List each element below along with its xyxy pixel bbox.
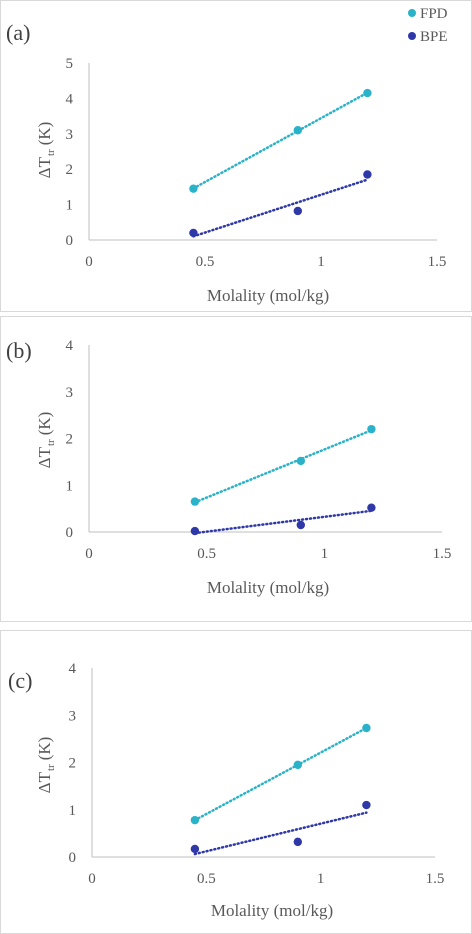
- panel-c-frame: [0, 630, 472, 934]
- panel-b-label: (b): [6, 338, 32, 363]
- panel-c-x-tick-label: 0.5: [197, 871, 216, 887]
- panel-a-point-bpe: [189, 228, 198, 238]
- panel-b-point-bpe: [296, 520, 305, 530]
- legend-label-fpd: FPD: [420, 6, 448, 22]
- panel-a: (a) Molality (mol/kg) ΔTtr(K) 0 1 2 3 4 5 0 0.5…: [6, 20, 446, 305]
- panel-b-x-tick-label: 1: [321, 546, 329, 562]
- panel-b-point-bpe: [367, 503, 376, 512]
- panel-c: (c) Molality (mol/kg) ΔTtr(K) 0 1 2 3 4 0 0.5 1…: [8, 661, 444, 920]
- panel-c-label: (c): [8, 668, 32, 693]
- panel-a-y-tick-label: 0: [66, 233, 74, 249]
- panel-b-x-tick-label: 0.5: [197, 546, 216, 562]
- panel-c-y-tick-label: 2: [69, 756, 77, 772]
- panel-a-x-tick-label: 1.5: [428, 254, 447, 270]
- panel-a-point-bpe: [363, 170, 372, 179]
- panel-b-y-tick-label: 4: [66, 338, 74, 354]
- panel-c-point-bpe: [362, 800, 371, 810]
- panel-c-point-bpe: [293, 837, 302, 847]
- panel-b-plot-area: 0 1 2 3 4 0 0.5 1 1.5: [66, 338, 452, 562]
- panel-b-trendline-fpd: [193, 429, 373, 504]
- panel-a-y-tick-label: 2: [66, 162, 74, 178]
- panel-c-y-tick-label: 4: [69, 661, 77, 677]
- panel-b-trendline-bpe: [193, 509, 373, 535]
- panel-a-y-tick-label: 3: [66, 127, 74, 143]
- panel-a-y-tick-label: 4: [66, 91, 74, 107]
- panel-c-point-fpd: [190, 815, 200, 825]
- legend-marker-bpe: [408, 32, 416, 40]
- panel-c-ylabel: ΔTtr(K): [35, 737, 57, 794]
- panel-a-y-tick-label: 1: [66, 198, 74, 214]
- panel-b: (b) Molality (mol/kg) ΔTtr(K) 0 1 2 3 4 0 0.5 1…: [6, 338, 451, 597]
- panel-c-x-tick-label: 0: [88, 871, 96, 887]
- legend-marker-fpd: [408, 9, 416, 17]
- panel-a-x-tick-label: 1: [317, 254, 325, 270]
- panel-a-point-fpd: [189, 184, 198, 193]
- panel-a-trendline-bpe: [192, 178, 369, 238]
- panel-a-ylabel: ΔTtr(K): [35, 122, 57, 179]
- panel-a-x-tick-label: 0.5: [196, 254, 215, 270]
- panel-a-x-tick-label: 0: [85, 254, 93, 270]
- panel-a-label: (a): [6, 20, 30, 45]
- panel-a-frame: [0, 0, 472, 312]
- panel-c-point-fpd: [293, 760, 302, 770]
- panel-c-y-tick-label: 0: [69, 850, 77, 866]
- panel-b-point-fpd: [367, 424, 376, 434]
- panel-b-x-tick-label: 1.5: [433, 546, 452, 562]
- panel-a-point-bpe: [293, 206, 302, 216]
- panel-a-point-fpd: [363, 88, 372, 98]
- panel-c-y-tick-label: 1: [69, 803, 77, 819]
- panel-b-point-bpe: [190, 526, 200, 536]
- panel-c-plot-area: 0 1 2 3 4 0 0.5 1 1.5: [69, 661, 445, 887]
- panel-a-point-fpd: [293, 126, 302, 135]
- panel-b-y-tick-label: 0: [66, 525, 74, 541]
- panel-c-trendline-bpe: [193, 811, 368, 856]
- panel-c-trendline-fpd: [193, 726, 368, 822]
- panel-c-x-tick-label: 1.5: [426, 871, 445, 887]
- panel-b-xlabel: Molality (mol/kg): [207, 578, 329, 597]
- panel-c-point-bpe: [190, 844, 200, 854]
- panel-a-trendline-fpd: [192, 91, 369, 190]
- panel-a-xlabel: Molality (mol/kg): [207, 286, 329, 305]
- panel-b-point-fpd: [296, 456, 305, 466]
- panel-c-point-fpd: [362, 723, 371, 733]
- panel-c-y-tick-label: 3: [69, 708, 77, 724]
- panel-b-ylabel: ΔTtr(K): [35, 412, 57, 469]
- panel-a-y-tick-label: 5: [66, 56, 74, 72]
- panel-b-y-tick-label: 3: [66, 385, 74, 401]
- panel-b-x-tick-label: 0: [85, 546, 93, 562]
- panel-c-xlabel: Molality (mol/kg): [211, 901, 333, 920]
- legend-label-bpe: BPE: [420, 29, 448, 45]
- legend: FPD BPE: [408, 6, 448, 45]
- panel-c-x-tick-label: 1: [317, 871, 325, 887]
- panel-b-point-fpd: [190, 497, 200, 506]
- panel-b-frame: [0, 316, 472, 622]
- panel-b-y-tick-label: 1: [66, 478, 74, 494]
- panel-a-plot-area: 0 1 2 3 4 5 0 0.5 1 1.5: [66, 56, 447, 270]
- panel-b-y-tick-label: 2: [66, 432, 74, 448]
